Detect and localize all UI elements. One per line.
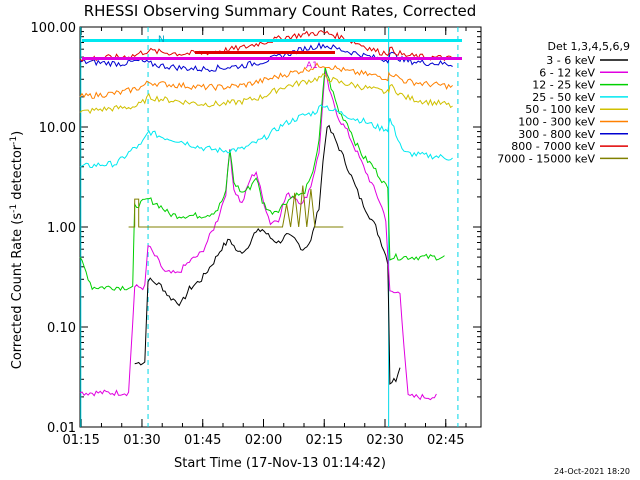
series-group [79, 30, 453, 401]
y-tick-label: 0.10 [47, 321, 76, 336]
axis-ticks: 01:15 01:30 01:45 02:00 02:15 02:30 02:45 0.01 0… [31, 21, 481, 448]
x-axis-title: Start Time (17-Nov-13 01:14:42) [174, 456, 386, 471]
legend-label: 50 - 100 keV [525, 103, 595, 116]
x-tick-label: 01:15 [62, 433, 99, 448]
legend-label: 6 - 12 keV [539, 66, 595, 79]
flag-bar-magenta [82, 57, 462, 60]
y-tick-label: 100.00 [31, 21, 77, 36]
legend-label: 12 - 25 keV [532, 79, 595, 92]
legend-label: 25 - 50 keV [532, 91, 595, 104]
attenuator-label-a1: A1 [306, 61, 318, 71]
series-line-5 [79, 62, 453, 99]
x-tick-label: 01:45 [184, 433, 221, 448]
legend-header: Det 1,3,4,5,6,9 [547, 40, 630, 53]
legend-label: 7000 - 15000 keV [497, 152, 595, 165]
x-tick-label: 02:45 [427, 433, 464, 448]
flag-bar-cyan [82, 39, 462, 42]
y-tick-label: 1.00 [47, 221, 76, 236]
legend-label: 800 - 7000 keV [511, 140, 595, 153]
series-line-3 [79, 104, 453, 169]
series-line-0 [134, 124, 401, 385]
y-axis-label: Corrected Count Rate (s-1 detector-1) [9, 131, 25, 369]
x-tick-label: 02:00 [245, 433, 282, 448]
legend-label: 3 - 6 keV [546, 54, 595, 67]
y-tick-label: 10.00 [39, 121, 76, 136]
series-line-4 [79, 73, 453, 115]
series-line-2 [79, 67, 445, 292]
chart-title: RHESSI Observing Summary Count Rates, Co… [84, 2, 477, 20]
x-tick-label: 02:30 [366, 433, 403, 448]
y-tick-label: 0.01 [47, 421, 76, 436]
series-line-8 [128, 185, 344, 228]
date-stamp: 24-Oct-2021 18:20 [554, 467, 630, 476]
y-axis-title: Corrected Count Rate (s-1 detector-1) [9, 131, 25, 369]
series-line-1 [79, 70, 437, 401]
legend-label: 300 - 800 keV [518, 128, 595, 141]
legend-label: 100 - 300 keV [518, 116, 595, 129]
flag-label-n: N [158, 35, 165, 45]
series-line-6 [79, 41, 453, 73]
flag-bar-red [195, 51, 335, 54]
series-line-7 [79, 30, 453, 62]
flag-markers: N A1 [82, 35, 462, 71]
x-tick-label: 02:15 [306, 433, 343, 448]
x-tick-label: 01:30 [123, 433, 160, 448]
